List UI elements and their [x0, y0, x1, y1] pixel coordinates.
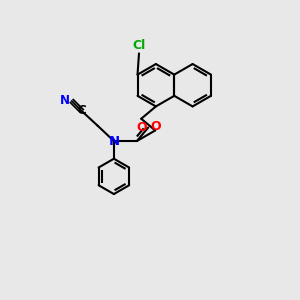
Text: O: O	[151, 120, 161, 134]
Text: O: O	[137, 121, 147, 134]
Text: Cl: Cl	[132, 39, 146, 52]
Text: N: N	[60, 94, 70, 107]
Text: N: N	[108, 135, 119, 148]
Text: C: C	[77, 104, 86, 117]
